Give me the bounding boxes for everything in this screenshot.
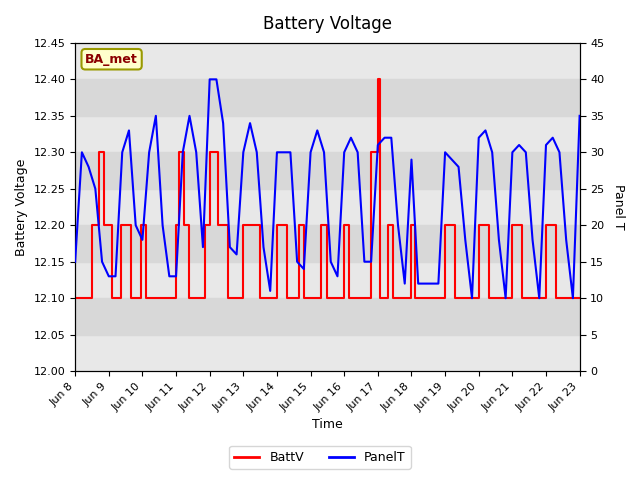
Bar bbox=[75, 43, 580, 79]
Bar bbox=[75, 298, 580, 335]
Bar bbox=[75, 116, 580, 152]
Text: BA_met: BA_met bbox=[85, 53, 138, 66]
X-axis label: Time: Time bbox=[312, 419, 343, 432]
Bar bbox=[75, 152, 580, 189]
Legend: BattV, PanelT: BattV, PanelT bbox=[229, 446, 411, 469]
Y-axis label: Panel T: Panel T bbox=[612, 184, 625, 230]
Y-axis label: Battery Voltage: Battery Voltage bbox=[15, 158, 28, 256]
Bar bbox=[75, 79, 580, 116]
Bar bbox=[75, 262, 580, 298]
Bar bbox=[75, 335, 580, 371]
Bar bbox=[75, 225, 580, 262]
Title: Battery Voltage: Battery Voltage bbox=[263, 15, 392, 33]
Bar bbox=[75, 189, 580, 225]
